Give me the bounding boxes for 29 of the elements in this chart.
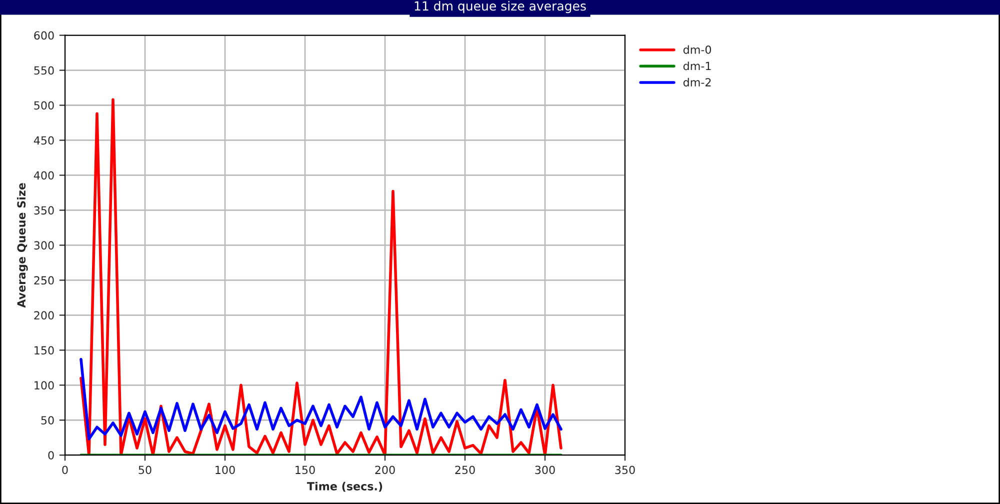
legend-label: dm-2 (683, 78, 711, 86)
x-tick-label: 250 (455, 466, 475, 474)
chart-title: 11 dm queue size averages (414, 1, 586, 14)
x-tick-label: 50 (138, 466, 152, 474)
x-tick-label: 150 (296, 466, 315, 474)
y-tick-label: 350 (34, 206, 54, 215)
line-series (80, 358, 562, 440)
y-tick-label: 450 (34, 136, 54, 145)
y-tick-label: 400 (34, 171, 54, 180)
y-tick-label: 50 (41, 416, 54, 425)
x-tick-label: 100 (216, 466, 235, 474)
line-series (80, 98, 562, 456)
y-tick-label: 250 (34, 276, 54, 285)
y-tick-label: 150 (34, 346, 54, 355)
x-tick-label: 0 (62, 466, 68, 474)
x-tick-label: 300 (535, 466, 555, 474)
y-tick-label: 100 (34, 381, 54, 390)
x-tick-label: 200 (375, 466, 395, 474)
y-tick-label: 550 (34, 66, 54, 75)
y-tick-label: 300 (34, 241, 54, 250)
y-tick-label: 500 (34, 101, 54, 110)
y-tick-label: 600 (34, 31, 54, 40)
legend-label: dm-0 (683, 45, 712, 54)
y-axis-title: Average Queue Size (16, 183, 28, 308)
y-tick-label: 200 (34, 311, 54, 320)
legend-label: dm-1 (683, 62, 711, 70)
x-tick-label: 350 (615, 466, 635, 474)
x-axis-title: Time (secs.) (307, 482, 382, 492)
y-tick-label: 0 (48, 451, 54, 460)
